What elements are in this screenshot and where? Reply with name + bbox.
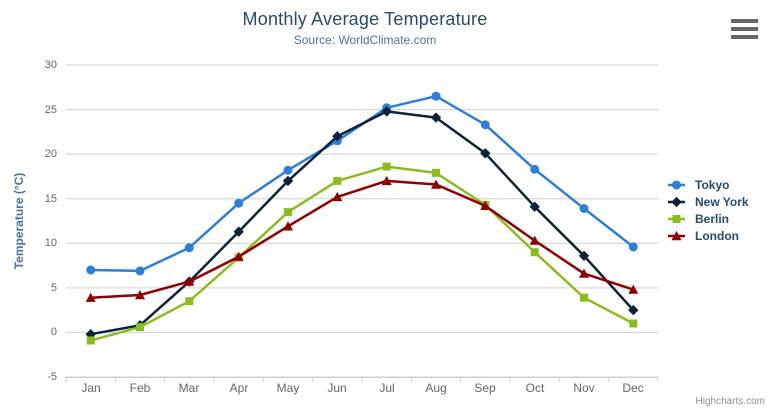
series-line-london — [89, 179, 635, 299]
point-london-jan[interactable] — [85, 292, 96, 302]
x-tick-label: Jan — [81, 381, 101, 395]
point-new-york-aug[interactable] — [430, 112, 442, 123]
legend-item-tokyo[interactable]: Tokyo — [668, 176, 749, 193]
credits-link[interactable]: Highcharts.com — [695, 396, 765, 407]
legend-label: London — [695, 228, 739, 243]
point-tokyo-aug[interactable] — [431, 91, 441, 101]
point-berlin-feb[interactable] — [136, 323, 144, 332]
point-tokyo-sep[interactable] — [480, 120, 490, 130]
hamburger-icon — [731, 19, 758, 23]
x-tick-label: May — [276, 381, 300, 395]
point-tokyo-dec[interactable] — [628, 242, 638, 252]
legend-symbol-berlin — [672, 214, 681, 223]
point-tokyo-jan[interactable] — [86, 265, 96, 275]
legend-circle-icon — [668, 180, 685, 189]
legend-label: New York — [695, 194, 749, 209]
point-new-york-apr[interactable] — [233, 226, 244, 237]
point-london-feb[interactable] — [135, 290, 145, 300]
point-tokyo-nov[interactable] — [579, 204, 589, 213]
y-tick-label: -5 — [47, 371, 57, 383]
series-line-tokyo — [89, 94, 635, 273]
point-london-mar[interactable] — [184, 276, 195, 286]
legend-triangle-icon — [668, 230, 685, 240]
y-tick-label: 20 — [44, 148, 57, 160]
point-berlin-mar[interactable] — [185, 297, 194, 306]
legend-item-new-york[interactable]: New York — [668, 193, 749, 210]
point-london-nov[interactable] — [579, 268, 589, 278]
series-line-new-york — [89, 110, 635, 336]
point-new-york-sep[interactable] — [480, 148, 491, 159]
legend-item-berlin[interactable]: Berlin — [668, 210, 749, 227]
x-tick-label: Apr — [229, 381, 249, 395]
series-london[interactable] — [85, 175, 639, 302]
point-tokyo-mar[interactable] — [184, 243, 194, 253]
export-menu-button[interactable] — [731, 19, 759, 39]
chart-title: Monthly Average Temperature — [242, 9, 488, 29]
x-tick-label: Jul — [379, 381, 395, 395]
point-berlin-jul[interactable] — [382, 162, 391, 171]
point-berlin-oct[interactable] — [530, 248, 539, 257]
y-tick-label: 15 — [44, 193, 57, 205]
point-london-may[interactable] — [283, 221, 293, 231]
legend-label: Tokyo — [695, 177, 730, 192]
legend-label: Berlin — [695, 211, 730, 226]
x-tick-label: Mar — [178, 381, 200, 395]
point-new-york-jul[interactable] — [381, 106, 392, 117]
point-berlin-jun[interactable] — [333, 176, 342, 185]
point-berlin-dec[interactable] — [629, 319, 638, 328]
point-london-apr[interactable] — [233, 251, 244, 261]
point-berlin-aug[interactable] — [432, 168, 440, 177]
x-tick-label: Oct — [525, 381, 545, 395]
legend-symbol-london — [671, 230, 682, 240]
point-tokyo-oct[interactable] — [530, 164, 540, 174]
point-new-york-dec[interactable] — [628, 304, 639, 316]
y-tick-label: 30 — [44, 59, 57, 71]
point-tokyo-may[interactable] — [283, 165, 293, 175]
legend-item-london[interactable]: London — [668, 227, 749, 244]
legend: Tokyo New York Berlin London — [668, 176, 749, 244]
legend-square-icon — [668, 214, 685, 223]
point-london-jun[interactable] — [332, 191, 343, 202]
point-london-aug[interactable] — [431, 179, 441, 189]
x-tick-label: Sep — [474, 381, 496, 395]
hamburger-icon — [731, 35, 758, 39]
y-tick-label: 5 — [50, 282, 57, 294]
x-tick-label: Nov — [573, 381, 595, 395]
legend-diamond-icon — [668, 196, 685, 207]
point-london-dec[interactable] — [628, 284, 639, 294]
x-tick-label: Feb — [129, 381, 151, 395]
series-new-york[interactable] — [85, 106, 639, 340]
point-berlin-jan[interactable] — [86, 336, 95, 345]
point-berlin-nov[interactable] — [580, 293, 588, 302]
point-london-oct[interactable] — [529, 235, 540, 245]
chart-subtitle: Source: WorldClimate.com — [293, 33, 437, 47]
x-tick-label: Jun — [327, 381, 347, 395]
point-london-sep[interactable] — [480, 200, 491, 210]
point-berlin-may[interactable] — [284, 208, 292, 217]
point-tokyo-apr[interactable] — [234, 198, 244, 208]
point-new-york-oct[interactable] — [529, 201, 540, 212]
legend-symbol-new-york — [671, 196, 682, 207]
point-tokyo-feb[interactable] — [135, 266, 145, 276]
series-line-berlin — [89, 165, 635, 342]
y-tick-label: 10 — [44, 237, 57, 249]
point-new-york-may[interactable] — [282, 175, 294, 187]
legend-symbol-tokyo — [672, 180, 681, 189]
point-london-jul[interactable] — [381, 175, 392, 186]
x-tick-label: Dec — [622, 381, 644, 395]
point-new-york-jun[interactable] — [332, 131, 343, 142]
hamburger-icon — [731, 27, 758, 31]
y-tick-label: 25 — [44, 104, 57, 116]
x-tick-label: Aug — [425, 381, 447, 395]
series-tokyo[interactable] — [86, 91, 638, 276]
y-tick-label: 0 — [50, 326, 57, 338]
point-new-york-nov[interactable] — [578, 250, 590, 261]
x-axis-labels: Jan Feb Mar Apr May Jun Jul Aug Sep Oct Nov Dec — [0, 381, 769, 397]
